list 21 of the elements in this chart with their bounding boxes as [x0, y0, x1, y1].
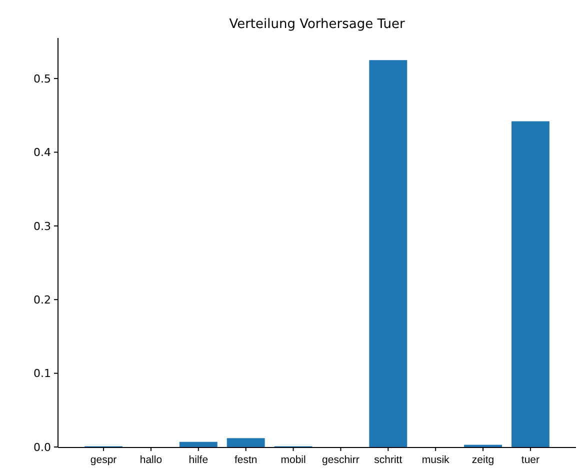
x-tick-label: zeitg — [472, 454, 494, 466]
x-tick-label: gespr — [90, 454, 118, 466]
chart-title: Verteilung Vorhersage Tuer — [229, 17, 406, 32]
y-tick-label: 0.5 — [34, 72, 51, 86]
bar — [226, 438, 265, 447]
bar — [511, 121, 550, 447]
x-tick-label: musik — [422, 454, 450, 466]
x-tick-label: hilfe — [188, 454, 208, 466]
y-tick-label: 0.2 — [34, 293, 51, 306]
x-tick-label: geschirr — [322, 454, 360, 466]
y-tick-label: 0.4 — [34, 146, 51, 160]
bar — [179, 442, 218, 447]
x-tick-label: festn — [234, 454, 258, 466]
x-tick-label: tuer — [521, 454, 540, 466]
y-tick-label: 0.3 — [34, 220, 51, 233]
x-tick-label: schritt — [374, 454, 402, 466]
bar — [369, 60, 408, 447]
x-tick-label: mobil — [280, 454, 306, 466]
y-tick-label: 0.0 — [34, 440, 51, 454]
y-tick-label: 0.1 — [34, 367, 51, 380]
x-tick-label: hallo — [140, 454, 162, 466]
